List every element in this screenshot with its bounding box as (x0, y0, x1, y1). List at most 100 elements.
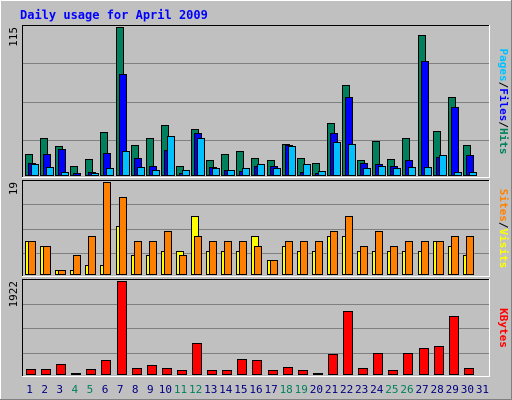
bar-pages-day-21 (333, 142, 341, 176)
bar-sites-day-20 (315, 241, 323, 275)
day-label-7: 7 (117, 383, 124, 396)
bar-pages-day-25 (393, 168, 401, 176)
bar-kbytes-day-3 (56, 364, 66, 375)
x-axis-day-labels: 1 2 3 4 5 6 7 8 9 10 11 12 13 14 15 16 17 18 19 20 21 22 23 24 2… (26, 383, 489, 396)
bar-pages-day-1 (31, 164, 39, 176)
bar-pages-day-23 (363, 168, 371, 176)
bar-sites-day-13 (209, 241, 217, 275)
bar-sites-day-7 (119, 197, 127, 275)
bar-files-day-4 (73, 173, 81, 176)
day-label-29: 29 (446, 383, 459, 396)
bar-kbytes-day-27 (419, 348, 429, 375)
day-label-25: 25 (385, 383, 398, 396)
bar-kbytes-day-26 (403, 353, 413, 375)
bar-kbytes-day-4 (71, 373, 81, 375)
legend: Pages/Files/Hits (497, 49, 510, 155)
bar-kbytes-day-13 (207, 370, 217, 375)
bar-kbytes-day-22 (343, 311, 353, 375)
day-label-4: 4 (72, 383, 79, 396)
panel-visits_sites: 19 Sites/Visits (7, 180, 510, 277)
bar-sites-day-4 (73, 255, 81, 275)
bar-pages-day-19 (303, 164, 311, 176)
day-label-21: 21 (325, 383, 338, 396)
chart-title: Daily usage for April 2009 (20, 8, 208, 22)
legend-separator: / (497, 222, 510, 229)
day-label-20: 20 (310, 383, 323, 396)
bar-sites-day-17 (270, 260, 278, 275)
bar-kbytes-day-23 (358, 368, 368, 375)
day-label-24: 24 (370, 383, 384, 396)
bar-kbytes-day-8 (132, 368, 142, 375)
legend-entry-sites: Sites (497, 189, 510, 222)
bar-kbytes-day-6 (101, 360, 111, 375)
bar-pages-day-13 (212, 168, 220, 176)
bar-sites-day-10 (164, 231, 172, 275)
bar-pages-day-3 (61, 172, 69, 176)
legend: KBytes (497, 308, 510, 348)
bar-kbytes-day-5 (86, 369, 96, 375)
bar-kbytes-day-12 (192, 343, 202, 375)
bar-pages-day-11 (182, 170, 190, 176)
bar-files-day-27 (421, 61, 429, 176)
bar-kbytes-day-15 (237, 359, 247, 375)
day-label-30: 30 (461, 383, 474, 396)
bar-kbytes-day-14 (222, 370, 232, 375)
bar-pages-day-8 (137, 167, 145, 176)
bar-pages-day-27 (424, 167, 432, 176)
y-max-label: 19 (7, 182, 20, 195)
bar-kbytes-day-9 (147, 365, 157, 375)
day-label-6: 6 (102, 383, 109, 396)
bar-files-day-29 (451, 107, 459, 176)
day-label-15: 15 (234, 383, 247, 396)
bar-sites-day-9 (149, 241, 157, 275)
day-label-27: 27 (415, 383, 428, 396)
bar-sites-day-24 (375, 231, 383, 275)
bar-sites-day-8 (134, 241, 142, 275)
day-label-14: 14 (219, 383, 233, 396)
bar-kbytes-day-19 (298, 370, 308, 375)
bar-kbytes-day-24 (373, 353, 383, 375)
bar-pages-day-9 (152, 170, 160, 176)
legend-entry-visits: Visits (497, 229, 510, 269)
bar-pages-day-26 (408, 167, 416, 176)
day-label-1: 1 (26, 383, 33, 396)
bar-sites-day-15 (239, 241, 247, 275)
day-label-11: 11 (174, 383, 187, 396)
legend: Sites/Visits (497, 189, 510, 269)
bar-sites-day-21 (330, 231, 338, 275)
bar-kbytes-day-7 (117, 281, 127, 375)
legend-entry-pages: Pages (497, 49, 510, 82)
bar-sites-day-30 (466, 236, 474, 275)
legend-separator: / (497, 121, 510, 128)
bar-sites-day-23 (360, 246, 368, 275)
day-label-19: 19 (295, 383, 308, 396)
day-label-28: 28 (431, 383, 444, 396)
day-label-31: 31 (476, 383, 489, 396)
legend-separator: / (497, 82, 510, 89)
bar-pages-day-14 (227, 170, 235, 176)
bar-sites-day-28 (436, 241, 444, 275)
bar-kbytes-day-20 (313, 373, 323, 375)
bar-pages-day-22 (348, 144, 356, 176)
bar-kbytes-day-16 (252, 360, 262, 375)
bar-pages-day-24 (378, 166, 386, 176)
bar-pages-day-10 (167, 136, 175, 176)
bar-pages-day-17 (273, 168, 281, 176)
day-label-3: 3 (56, 383, 63, 396)
bar-pages-day-5 (91, 173, 99, 176)
bar-kbytes-day-30 (464, 368, 474, 375)
day-label-5: 5 (87, 383, 94, 396)
bar-sites-day-22 (345, 216, 353, 275)
bar-pages-day-18 (288, 146, 296, 176)
bar-kbytes-day-1 (26, 369, 36, 375)
bar-pages-day-12 (197, 138, 205, 176)
bar-sites-day-1 (28, 241, 36, 275)
day-label-9: 9 (147, 383, 154, 396)
day-label-23: 23 (355, 383, 368, 396)
day-label-8: 8 (132, 383, 139, 396)
bar-kbytes-day-28 (434, 346, 444, 375)
bar-sites-day-6 (103, 182, 111, 275)
bar-kbytes-day-21 (328, 354, 338, 375)
bar-sites-day-19 (300, 241, 308, 275)
